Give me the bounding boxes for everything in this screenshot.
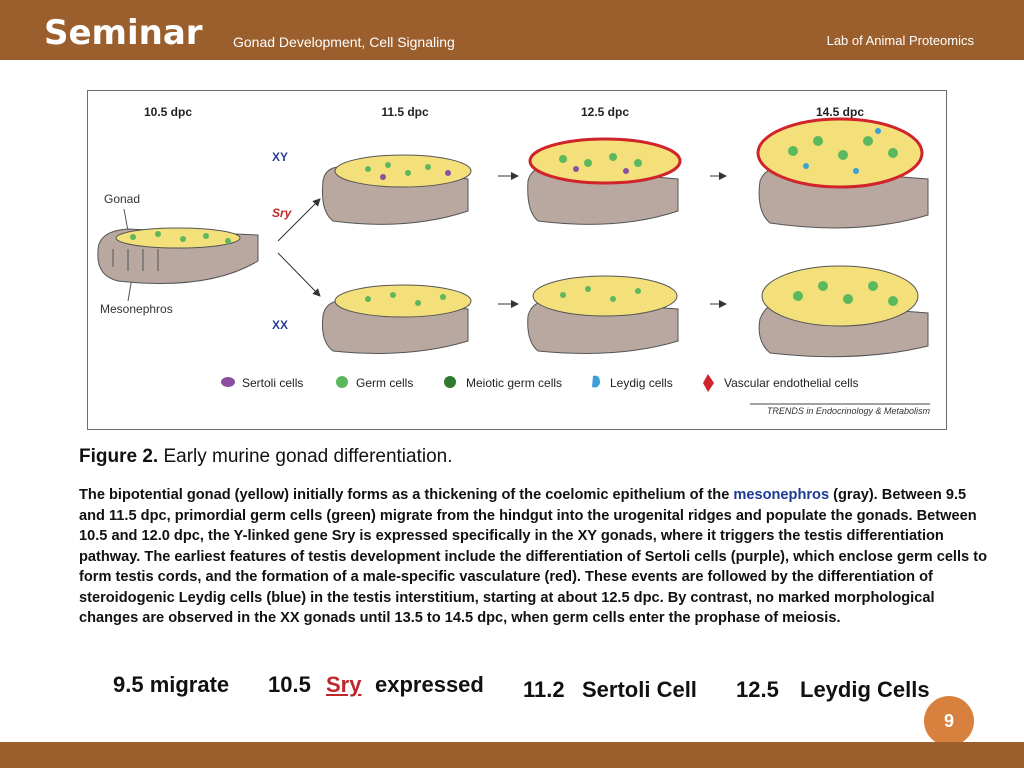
xy-gonad-11-5 — [322, 154, 472, 225]
xy-label: XY — [272, 150, 288, 164]
timeline-12-5: 12.5 — [736, 677, 779, 702]
figure-title: Early murine gonad differentiation. — [158, 446, 453, 467]
stage-label-2: 11.5 dpc — [381, 105, 429, 119]
legend-leydig: Leydig cells — [610, 376, 673, 390]
xx-gonad-14-5 — [758, 265, 929, 358]
timeline-migrate: 9.5 migrate — [113, 672, 230, 697]
leydig-cell-icon — [592, 375, 600, 388]
xx-gonad-12-5 — [527, 275, 679, 354]
timeline-11-2: 11.2 — [523, 677, 565, 702]
sertoli-cell-icon — [221, 377, 235, 387]
description-part-2: (gray). Between 9.5 and 11.5 dpc, primor… — [79, 487, 987, 626]
germ-cell-icon — [336, 376, 348, 388]
figure-illustration: 10.5 dpc 11.5 dpc 12.5 dpc 14.5 dpc XY S… — [97, 105, 931, 416]
xx-gonad-11-5 — [322, 284, 472, 354]
timeline-sry: Sry — [326, 672, 362, 697]
xy-gonad-14-5 — [756, 117, 929, 229]
timeline-sertoli: Sertoli Cell — [582, 677, 697, 702]
gonad-differentiation-figure: 10.5 dpc 11.5 dpc 12.5 dpc 14.5 dpc XY S… — [87, 90, 947, 430]
figure-legend: Sertoli cells Germ cells Meiotic germ ce… — [221, 374, 859, 392]
meiotic-germ-cell-icon — [444, 376, 456, 388]
timeline-10-5: 10.5 — [268, 672, 311, 697]
mesonephros-highlight: mesonephros — [733, 487, 830, 503]
description-part-1: The bipotential gonad (yellow) initially… — [79, 487, 734, 503]
legend-sertoli: Sertoli cells — [242, 376, 303, 390]
timeline-leydig: Leydig Cells — [800, 677, 930, 702]
timeline-expressed: expressed — [375, 672, 484, 697]
xx-label: XX — [272, 318, 288, 332]
stage-label-4: 14.5 dpc — [816, 105, 864, 119]
xy-gonad-12-5 — [527, 137, 682, 225]
legend-germ: Germ cells — [356, 376, 413, 390]
footer-bar — [0, 742, 1024, 768]
brand-title: Seminar — [44, 13, 203, 53]
gonad-label: Gonad — [104, 192, 140, 206]
page-number: 9 — [924, 696, 974, 746]
lab-name: Lab of Animal Proteomics — [826, 33, 974, 48]
bipotential-gonad — [97, 227, 259, 284]
legend-meiotic: Meiotic germ cells — [466, 376, 562, 390]
gonad-pointer — [123, 208, 129, 232]
legend-vascular: Vascular endothelial cells — [724, 376, 859, 390]
arrow-to-xy — [277, 198, 321, 242]
vascular-cell-icon — [703, 374, 714, 392]
stage-label-3: 12.5 dpc — [581, 105, 629, 119]
description-paragraph: The bipotential gonad (yellow) initially… — [79, 485, 991, 629]
figure-caption: Figure 2. Early murine gonad differentia… — [79, 446, 453, 468]
sry-label: Sry — [272, 206, 293, 220]
figure-source: TRENDS in Endocrinology & Metabolism — [767, 406, 931, 416]
stage-label-1: 10.5 dpc — [144, 105, 192, 119]
header-bar: Seminar Gonad Development, Cell Signalin… — [0, 0, 1024, 60]
mesonephros-label: Mesonephros — [100, 302, 173, 316]
slide-subtitle: Gonad Development, Cell Signaling — [233, 34, 455, 50]
figure-label: Figure 2. — [79, 446, 159, 467]
arrow-to-xx — [277, 252, 321, 297]
